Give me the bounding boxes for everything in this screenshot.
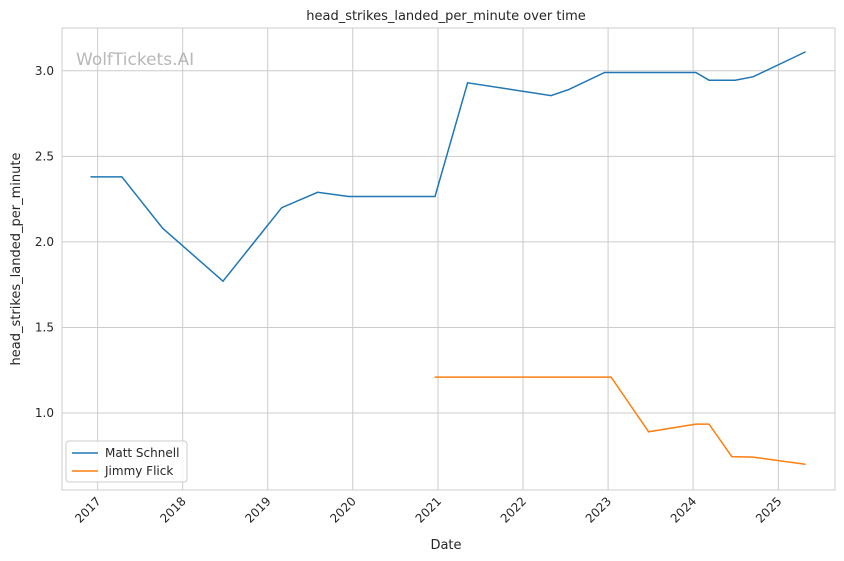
data-point-matt-schnell: [708, 79, 710, 81]
x-tick-label: 2020: [327, 494, 358, 525]
data-point-matt-schnell: [752, 76, 754, 78]
tick-labels: 1.0 1.5 2.0 2.5 3.0 2017 2018 2019 2020 2021 2022 2…: [35, 64, 785, 526]
data-point-matt-schnell: [434, 195, 436, 198]
legend-label-matt-schnell: Matt Schnell: [105, 446, 179, 460]
chart-title: head_strikes_landed_per_minute over time: [306, 9, 586, 24]
data-point-jimmy-flick: [648, 431, 650, 433]
x-tick-label: 2025: [753, 494, 784, 525]
series-line-matt-schnell: [90, 51, 806, 283]
data-point-matt-schnell: [347, 195, 350, 198]
data-point-matt-schnell: [467, 82, 469, 84]
data-point-matt-schnell: [162, 227, 164, 229]
data-point-matt-schnell: [568, 89, 570, 91]
y-tick-label: 3.0: [35, 64, 54, 78]
data-point-jimmy-flick: [695, 423, 697, 425]
y-tick-label: 1.5: [35, 320, 54, 334]
data-point-matt-schnell: [695, 71, 697, 74]
y-tick-label: 2.0: [35, 235, 54, 249]
x-tick-label: 2023: [583, 494, 614, 525]
x-tick-label: 2024: [668, 494, 699, 525]
x-tick-label: 2017: [72, 494, 103, 525]
series-line-jimmy-flick: [435, 376, 806, 466]
x-tick-label: 2019: [242, 494, 273, 525]
x-tick-label: 2022: [498, 494, 529, 525]
data-point-matt-schnell: [222, 280, 224, 282]
data-point-jimmy-flick: [752, 456, 754, 458]
data-point-matt-schnell: [804, 51, 806, 53]
data-point-jimmy-flick: [434, 376, 436, 378]
y-axis-label: head_strikes_landed_per_minute: [9, 153, 24, 366]
x-tick-label: 2018: [157, 494, 188, 525]
data-point-matt-schnell: [90, 176, 92, 178]
data-point-matt-schnell: [316, 191, 319, 193]
grid: [62, 28, 835, 490]
data-point-jimmy-flick: [804, 463, 806, 465]
data-point-matt-schnell: [550, 94, 552, 97]
legend: Matt Schnell Jimmy Flick: [65, 440, 188, 483]
data-point-matt-schnell: [734, 79, 736, 81]
data-point-jimmy-flick: [708, 423, 710, 425]
series-group: [90, 51, 806, 466]
data-point-matt-schnell: [121, 176, 123, 178]
y-tick-label: 2.5: [35, 149, 54, 163]
data-point-jimmy-flick: [731, 456, 733, 458]
x-axis-label: Date: [430, 538, 461, 553]
watermark-text: WolfTickets.AI: [76, 50, 194, 70]
y-tick-label: 1.0: [35, 406, 54, 420]
data-point-jimmy-flick: [610, 376, 612, 378]
x-tick-label: 2021: [413, 494, 444, 525]
plot-area: [61, 27, 836, 491]
data-point-matt-schnell: [281, 207, 283, 209]
data-point-matt-schnell: [603, 71, 606, 74]
legend-label-jimmy-flick: Jimmy Flick: [104, 464, 173, 478]
